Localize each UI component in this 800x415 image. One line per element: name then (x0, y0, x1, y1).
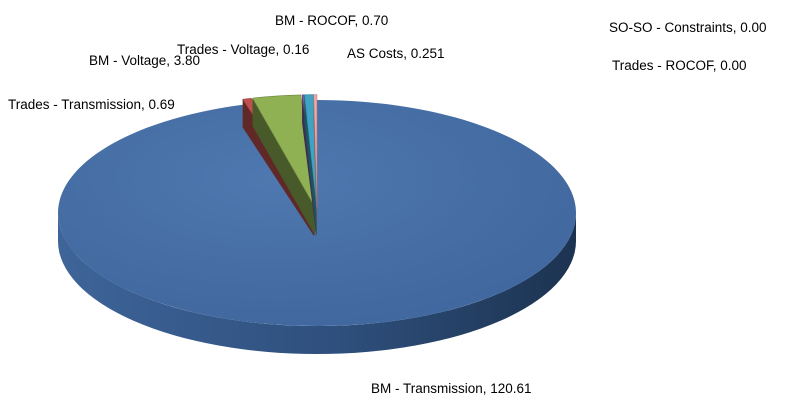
label-so-so-constraints: SO-SO - Constraints, 0.00 (609, 20, 767, 35)
label-trades-transmission: Trades - Transmission, 0.69 (8, 97, 175, 112)
slice-edge (304, 94, 317, 236)
slice-side (58, 213, 576, 354)
label-bm-transmission: BM - Transmission, 120.61 (371, 381, 532, 396)
label-trades-voltage: Trades - Voltage, 0.16 (177, 42, 309, 57)
slice-top (58, 100, 577, 327)
label-bm-rocof: BM - ROCOF, 0.70 (275, 13, 388, 28)
pie-slices (58, 94, 577, 354)
slice-bm-transmission (58, 100, 577, 354)
label-trades-rocof: Trades - ROCOF, 0.00 (612, 58, 747, 73)
pie-data-labels: BM - Transmission, 120.61 Trades - Trans… (8, 13, 767, 396)
slice-edge (252, 98, 316, 236)
label-as-costs: AS Costs, 0.251 (347, 46, 445, 61)
slice-as-costs (313, 94, 318, 236)
slice-top (313, 94, 318, 208)
label-bm-voltage: BM - Voltage, 3.80 (89, 53, 200, 68)
slice-top (252, 94, 316, 208)
